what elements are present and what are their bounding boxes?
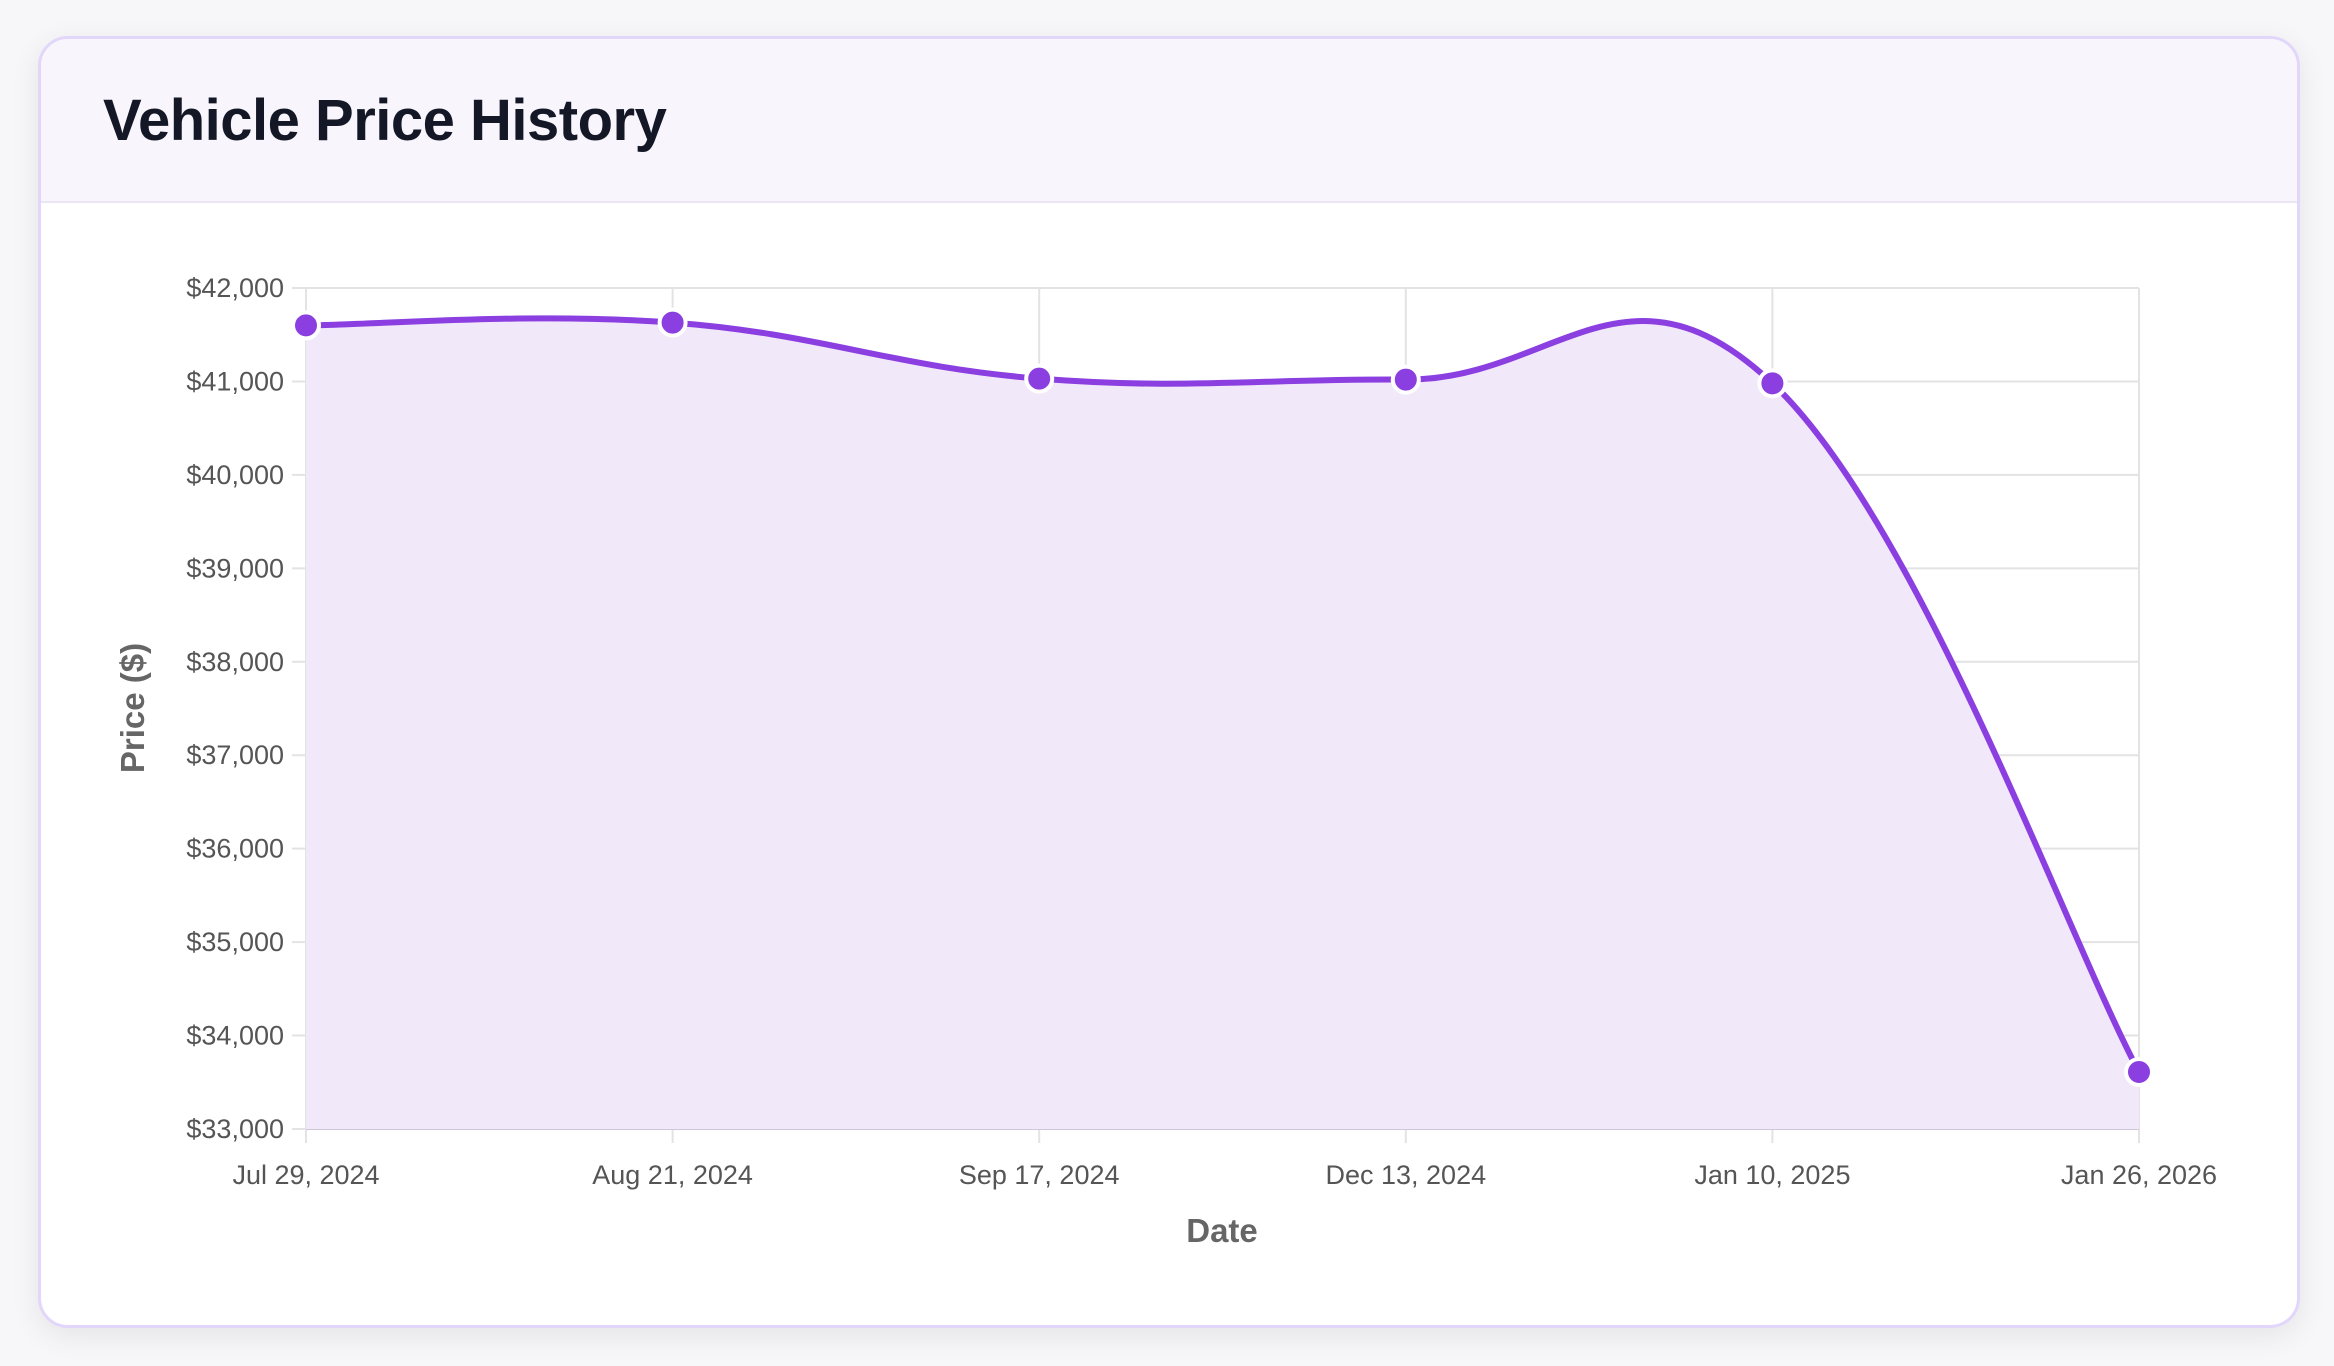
- x-axis-title: Date: [1186, 1212, 1258, 1249]
- x-tick-label: Jan 26, 2026: [2061, 1160, 2217, 1190]
- x-tick-label: Jan 10, 2025: [1694, 1160, 1850, 1190]
- data-point: [2124, 1056, 2154, 1087]
- data-point: [1024, 363, 1055, 394]
- y-tick-label: $42,000: [186, 273, 284, 303]
- y-tick-label: $41,000: [186, 366, 284, 396]
- price-area-fill: [306, 318, 2139, 1129]
- data-point: [291, 310, 321, 341]
- y-axis-tick-labels: $33,000 $34,000 $35,000 $36,000 $37,000 $38,0…: [186, 273, 284, 1144]
- y-tick-label: $35,000: [186, 927, 284, 957]
- data-points: [291, 307, 2154, 1087]
- y-tick-label: $36,000: [186, 834, 284, 864]
- data-point: [1757, 368, 1788, 399]
- y-tick-label: $39,000: [186, 553, 284, 583]
- data-point: [1390, 364, 1421, 395]
- y-tick-label: $40,000: [186, 460, 284, 490]
- y-tick-label: $34,000: [186, 1021, 284, 1051]
- x-tick-label: Aug 21, 2024: [592, 1160, 753, 1190]
- y-axis-title: Price ($): [114, 643, 151, 773]
- x-tick-label: Dec 13, 2024: [1325, 1160, 1486, 1190]
- y-tick-label: $38,000: [186, 647, 284, 677]
- card-header: Vehicle Price History: [41, 39, 2297, 203]
- x-tick-label: Sep 17, 2024: [959, 1160, 1120, 1190]
- data-point: [657, 307, 688, 338]
- y-tick-label: $37,000: [186, 740, 284, 770]
- x-axis-tick-labels: Jul 29, 2024 Aug 21, 2024 Sep 17, 2024 Dec …: [232, 1160, 2217, 1190]
- x-tick-label: Jul 29, 2024: [232, 1160, 379, 1190]
- card-title: Vehicle Price History: [103, 88, 667, 153]
- y-tick-label: $33,000: [186, 1114, 284, 1144]
